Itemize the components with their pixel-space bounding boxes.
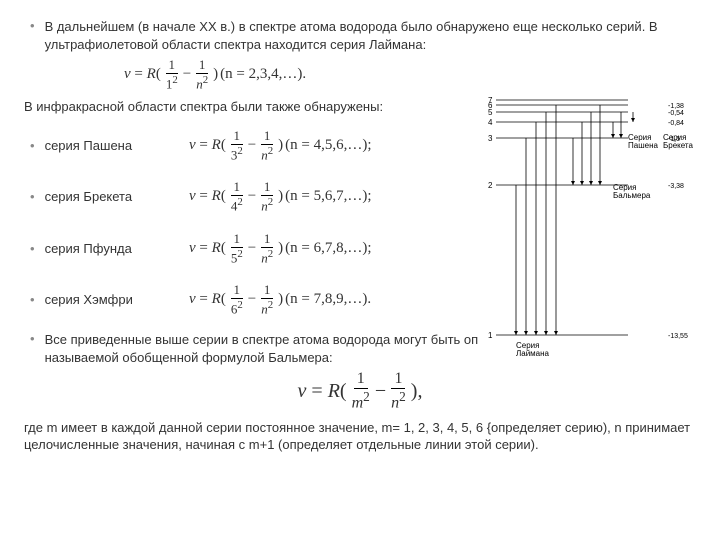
series-formula: ν = R( 152 − 1n2 )(n = 6,7,8,…); [189,231,372,266]
svg-text:-0,54: -0,54 [668,110,684,117]
intro-bullet: • В дальнейшем (в начале XX в.) в спектр… [24,18,696,53]
balmer-m: m [352,395,364,412]
bullet-dot: • [30,189,35,204]
intro-text: В дальнейшем (в начале XX в.) в спектре … [45,18,696,53]
svg-text:Лаймана: Лаймана [516,349,550,358]
bullet-dot: • [30,241,35,256]
series-label: серия Пашена [45,138,133,153]
energy-diagram: 76-1,385-0,544-0,843-1,52-3,381-13,55 Се… [478,90,698,360]
lyman-range: (n = 2,3,4,…). [220,66,306,83]
series-formula: ν = R( 162 − 1n2 )(n = 7,8,9,…). [189,282,371,317]
series-label: серия Пфунда [45,241,132,256]
bullet-dot: • [30,18,35,53]
series-formula: ν = R( 132 − 1n2 )(n = 4,5,6,…); [189,128,372,163]
lyman-formula: ν = R( 112 − 1n2 )(n = 2,3,4,…). [124,57,696,92]
svg-text:-1,38: -1,38 [668,103,684,110]
svg-text:2: 2 [488,181,493,190]
svg-text:Брекета: Брекета [663,141,693,150]
svg-text:-3,38: -3,38 [668,183,684,190]
balmer-n: n [391,395,399,412]
series-formula: ν = R( 142 − 1n2 )(n = 5,6,7,…); [189,179,372,214]
svg-text:-13,55: -13,55 [668,333,688,340]
bullet-dot: • [30,138,35,153]
diagram-svg: 76-1,385-0,544-0,843-1,52-3,381-13,55 Се… [478,90,698,360]
svg-text:5: 5 [488,108,493,117]
svg-text:3: 3 [488,134,493,143]
footer-text: где m имеет в каждой данной серии постоя… [24,419,696,454]
svg-text:Бальмера: Бальмера [613,191,651,200]
bullet-dot: • [30,292,35,307]
bullet-dot: • [30,331,35,366]
series-label: серия Брекета [45,189,133,204]
balmer-formula: ν = R( 1m2 − 1n2 ), [24,370,696,412]
svg-text:-0,84: -0,84 [668,120,684,127]
svg-text:4: 4 [488,118,493,127]
svg-text:1: 1 [488,331,493,340]
svg-text:Пашена: Пашена [628,141,658,150]
series-label: серия Хэмфри [45,292,133,307]
